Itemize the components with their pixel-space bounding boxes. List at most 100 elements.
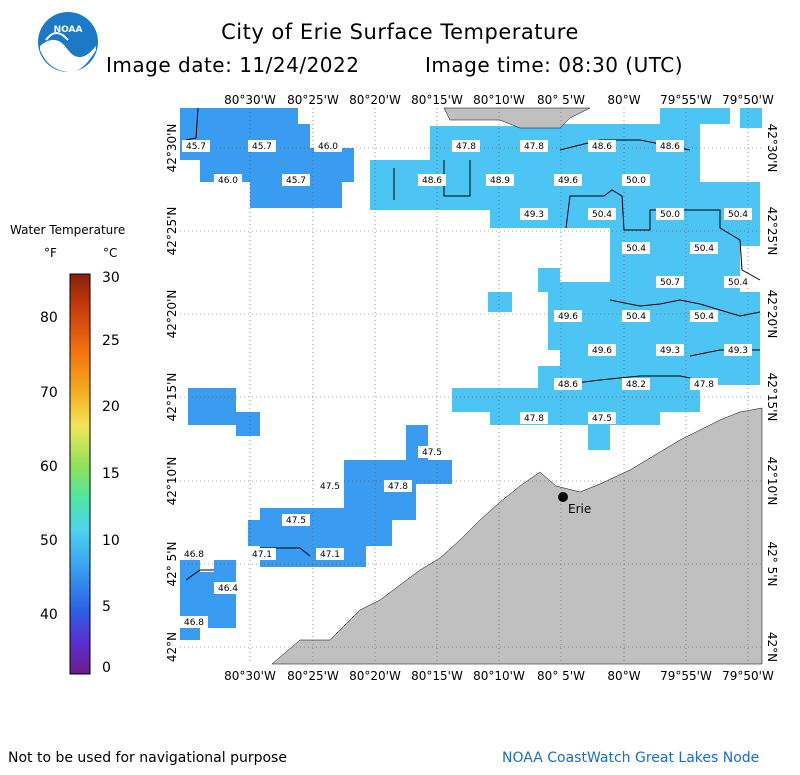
svg-text:48.2: 48.2: [626, 380, 646, 390]
svg-text:50.0: 50.0: [660, 210, 680, 220]
temp-label: 49.3: [520, 208, 548, 220]
temp-label: 49.6: [554, 174, 582, 186]
svg-text:49.6: 49.6: [558, 176, 578, 186]
c-tick: 30: [102, 270, 120, 286]
svg-text:47.5: 47.5: [320, 482, 340, 492]
svg-text:46.0: 46.0: [218, 176, 238, 186]
svg-text:49.3: 49.3: [660, 346, 680, 356]
lat-label: 42°30'N: [165, 124, 179, 173]
svg-text:47.5: 47.5: [592, 414, 612, 424]
lat-label: 42° 5'N: [165, 542, 179, 587]
temp-label: 50.7: [656, 276, 684, 288]
lon-label: 79°50'W: [722, 669, 774, 683]
graticule: [180, 108, 762, 664]
svg-text:45.7: 45.7: [186, 142, 206, 152]
temp-label: 46.0: [314, 140, 342, 152]
lat-label: 42° 5'N: [765, 542, 779, 587]
source-credit: NOAA CoastWatch Great Lakes Node: [502, 750, 760, 766]
temp-label: 45.7: [182, 140, 210, 152]
lon-labels-top: 80°30'W 80°25'W 80°20'W 80°15'W 80°10'W …: [224, 93, 774, 107]
lon-labels-bottom: 80°30'W 80°25'W 80°20'W 80°15'W 80°10'W …: [224, 669, 774, 683]
lat-label: 42°10'N: [765, 457, 779, 506]
temp-label: 47.8: [520, 412, 548, 424]
svg-text:50.4: 50.4: [694, 312, 714, 322]
f-tick: 60: [40, 459, 58, 475]
temp-label: 48.6: [418, 174, 446, 186]
temp-label: 50.4: [588, 208, 616, 220]
lon-label: 80°25'W: [287, 93, 339, 107]
temp-label: 47.1: [248, 548, 276, 560]
c-tick: 20: [102, 399, 120, 415]
svg-text:47.1: 47.1: [252, 550, 272, 560]
svg-text:47.8: 47.8: [524, 414, 544, 424]
f-tick: 80: [40, 310, 58, 326]
lon-label: 80°15'W: [411, 669, 463, 683]
f-tick: 50: [40, 533, 58, 549]
temp-label: 49.6: [554, 310, 582, 322]
temp-label: 48.9: [486, 174, 514, 186]
color-scale-bar: [69, 273, 91, 675]
lon-label: 80°10'W: [473, 93, 525, 107]
temp-label: 47.1: [316, 548, 344, 560]
lat-label: 42°20'N: [765, 290, 779, 339]
temp-label: 46.8: [180, 616, 208, 628]
svg-text:48.6: 48.6: [660, 142, 680, 152]
lat-label: 42°N: [765, 632, 779, 662]
temperature-labels: 45.7 45.7 46.0 47.8 47.8 48.6 48.6 46.0 …: [180, 140, 752, 628]
temp-label: 50.4: [724, 276, 752, 288]
svg-text:48.6: 48.6: [592, 142, 612, 152]
temp-label: 46.8: [180, 548, 208, 560]
temp-label: 48.6: [656, 140, 684, 152]
svg-text:49.3: 49.3: [524, 210, 544, 220]
svg-text:50.0: 50.0: [626, 176, 646, 186]
temp-label: 45.7: [248, 140, 276, 152]
temp-label: 47.8: [452, 140, 480, 152]
svg-text:47.8: 47.8: [694, 380, 714, 390]
image-time: Image time: 08:30 (UTC): [425, 53, 684, 77]
temp-label: 49.3: [724, 344, 752, 356]
svg-text:47.5: 47.5: [286, 516, 306, 526]
lon-label: 80° 5'W: [537, 669, 585, 683]
lon-label: 80° 5'W: [537, 93, 585, 107]
svg-text:50.4: 50.4: [626, 312, 646, 322]
svg-text:49.3: 49.3: [728, 346, 748, 356]
svg-text:47.5: 47.5: [422, 448, 442, 458]
lon-label: 80°25'W: [287, 669, 339, 683]
temp-label: 47.5: [588, 412, 616, 424]
lat-label: 42°10'N: [165, 457, 179, 506]
temp-label: 47.5: [282, 514, 310, 526]
svg-text:45.7: 45.7: [252, 142, 272, 152]
svg-text:46.8: 46.8: [184, 550, 204, 560]
f-tick: 40: [40, 607, 58, 623]
city-label: Erie: [568, 502, 591, 516]
c-tick: 0: [102, 660, 111, 676]
svg-text:49.6: 49.6: [558, 312, 578, 322]
svg-text:47.8: 47.8: [456, 142, 476, 152]
temp-label: 47.5: [316, 480, 344, 492]
legend-unit-f: °F: [44, 246, 57, 260]
svg-text:50.7: 50.7: [660, 278, 680, 288]
svg-text:48.6: 48.6: [558, 380, 578, 390]
page-title: City of Erie Surface Temperature: [221, 20, 579, 44]
logo-text: NOAA: [54, 25, 83, 35]
svg-text:50.4: 50.4: [728, 210, 748, 220]
land-areas: [271, 107, 763, 665]
lat-label: 42°30'N: [765, 124, 779, 173]
lon-label: 79°55'W: [660, 669, 712, 683]
svg-text:46.4: 46.4: [218, 584, 238, 594]
temp-label: 50.0: [622, 174, 650, 186]
lon-label: 80°W: [607, 669, 640, 683]
svg-text:49.6: 49.6: [592, 346, 612, 356]
svg-text:50.4: 50.4: [626, 244, 646, 254]
lon-label: 80°W: [607, 93, 640, 107]
temp-label: 50.0: [656, 208, 684, 220]
temp-label: 47.8: [384, 480, 412, 492]
temp-label: 50.4: [724, 208, 752, 220]
c-tick: 15: [102, 466, 120, 482]
temp-label: 49.6: [588, 344, 616, 356]
svg-text:47.8: 47.8: [388, 482, 408, 492]
lat-label: 42°15'N: [765, 373, 779, 422]
svg-text:46.8: 46.8: [184, 618, 204, 628]
lon-label: 80°30'W: [224, 93, 276, 107]
